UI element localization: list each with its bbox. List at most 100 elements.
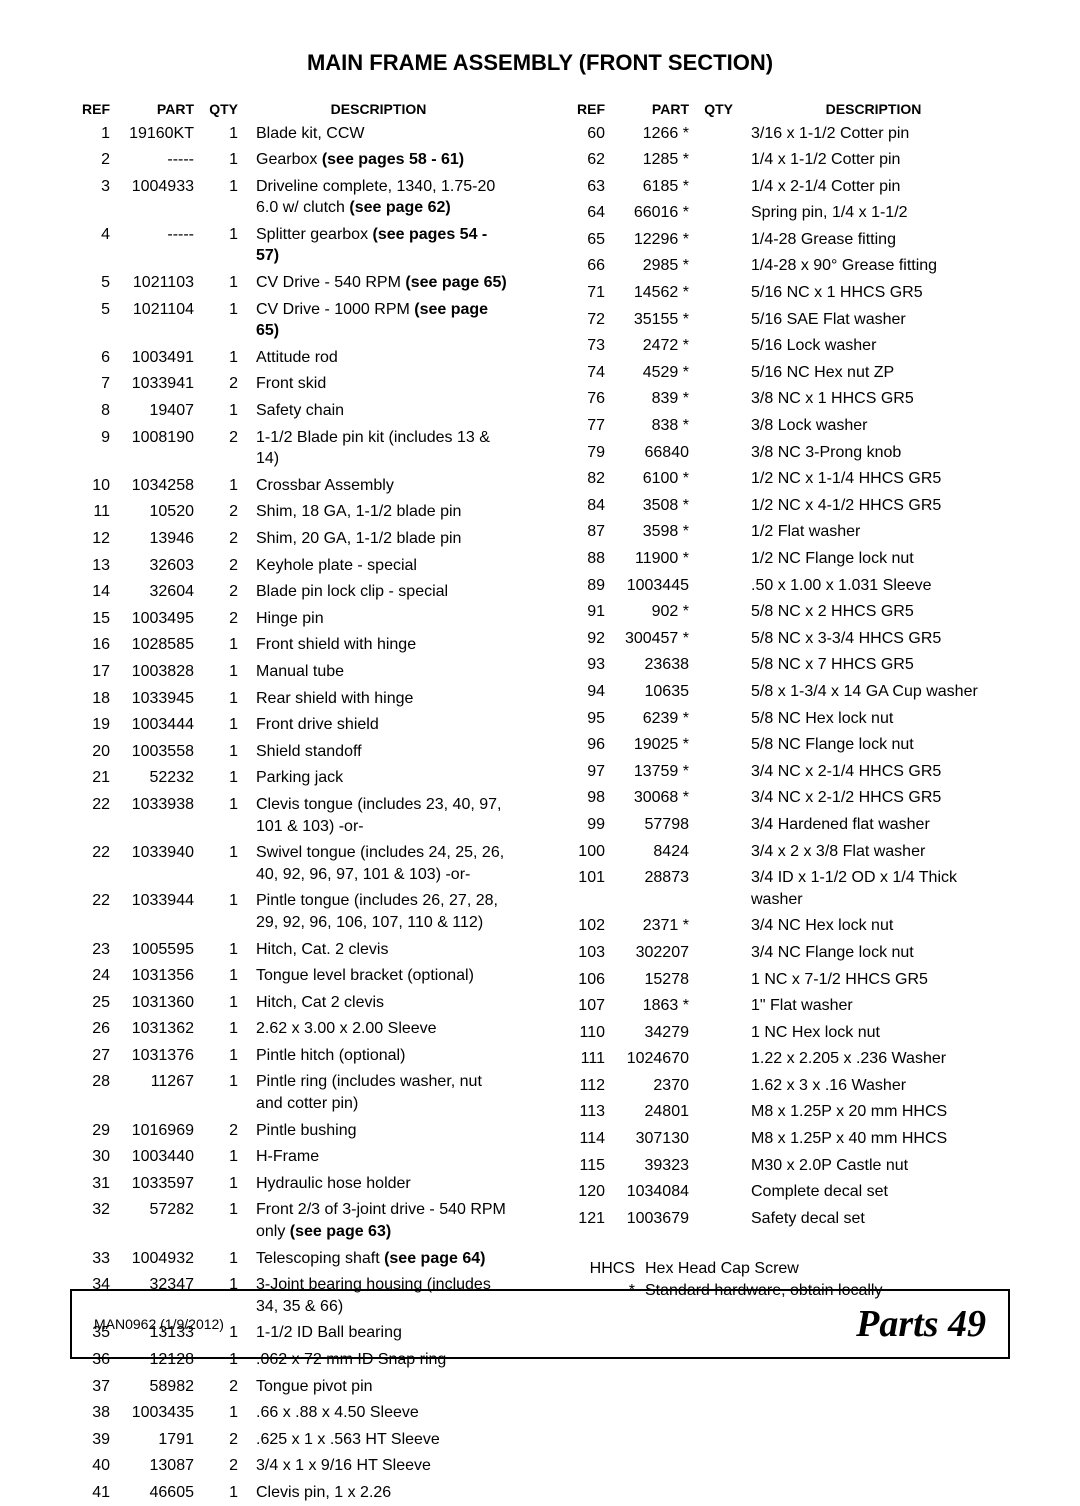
cell-ref: 100	[565, 838, 609, 865]
cell-part: 1003440	[114, 1144, 198, 1171]
cell-ref: 23	[70, 936, 114, 963]
cell-desc: Rear shield with hinge	[242, 685, 515, 712]
cell-desc: Safety chain	[242, 398, 515, 425]
cell-ref: 84	[565, 492, 609, 519]
cell-ref: 5	[70, 296, 114, 344]
cell-ref: 24	[70, 963, 114, 990]
table-row: 662985 *1/4-28 x 90° Grease fitting	[565, 253, 1010, 280]
cell-ref: 103	[565, 939, 609, 966]
cell-part: 12296 *	[609, 226, 693, 253]
cell-desc: Hitch, Cat. 2 clevis	[242, 936, 515, 963]
table-row: 2910169692Pintle bushing	[70, 1117, 515, 1144]
table-row: 41466051Clevis pin, 1 x 2.26	[70, 1479, 515, 1506]
page-title: MAIN FRAME ASSEMBLY (FRONT SECTION)	[70, 50, 1010, 76]
table-row: 8811900 *1/2 NC Flange lock nut	[565, 546, 1010, 573]
cell-desc: 3/4 ID x 1-1/2 OD x 1/4 Thick washer	[737, 865, 1010, 913]
cell-qty	[693, 993, 737, 1020]
legend-row: HHCSHex Head Cap Screw	[565, 1260, 1010, 1278]
table-row: 610034911Attitude rod	[70, 344, 515, 371]
cell-desc: 3/4 Hardened flat washer	[737, 811, 1010, 838]
cell-qty: 1	[198, 1400, 242, 1427]
cell-ref: 120	[565, 1179, 609, 1206]
cell-desc: Safety decal set	[737, 1205, 1010, 1232]
cell-part: 1266 *	[609, 120, 693, 147]
table-row: 956239 *5/8 NC Hex lock nut	[565, 705, 1010, 732]
table-row: 9830068 *3/4 NC x 2-1/2 HHCS GR5	[565, 785, 1010, 812]
cell-part: 23638	[609, 652, 693, 679]
cell-qty: 1	[198, 1069, 242, 1117]
cell-qty	[693, 599, 737, 626]
cell-qty	[693, 732, 737, 759]
cell-qty	[693, 966, 737, 993]
cell-qty: 1	[198, 712, 242, 739]
cell-ref: 88	[565, 546, 609, 573]
table-row: 7235155 *5/16 SAE Flat washer	[565, 306, 1010, 333]
cell-desc: 3/8 Lock washer	[737, 413, 1010, 440]
table-row: 79668403/8 NC 3-Prong knob	[565, 439, 1010, 466]
cell-qty	[693, 1072, 737, 1099]
table-row: 9957798 3/4 Hardened flat washer	[565, 811, 1010, 838]
cell-ref: 96	[565, 732, 609, 759]
cell-part: 15278	[609, 966, 693, 993]
legend-val: Hex Head Cap Screw	[645, 1260, 799, 1278]
cell-desc: 3/4 NC Hex lock nut	[737, 913, 1010, 940]
table-row: 11223701.62 x 3 x .16 Washer	[565, 1072, 1010, 1099]
table-row: 91902 *5/8 NC x 2 HHCS GR5	[565, 599, 1010, 626]
table-row: 3010034401H-Frame	[70, 1144, 515, 1171]
cell-part: 57798	[609, 811, 693, 838]
cell-ref: 99	[565, 811, 609, 838]
table-row: 1211003679Safety decal set	[565, 1205, 1010, 1232]
cell-part: 1004933	[114, 173, 198, 221]
table-row: 891003445.50 x 1.00 x 1.031 Sleeve	[565, 572, 1010, 599]
cell-desc: Clevis tongue (includes 23, 40, 97, 101 …	[242, 791, 515, 839]
table-row: 92300457 *5/8 NC x 3-3/4 HHCS GR5	[565, 625, 1010, 652]
cell-part: 2370	[609, 1072, 693, 1099]
table-row: 510211031CV Drive - 540 RPM (see page 65…	[70, 270, 515, 297]
cell-ref: 3	[70, 173, 114, 221]
table-row: 1510034952Hinge pin	[70, 605, 515, 632]
cell-ref: 41	[70, 1479, 114, 1506]
cell-ref: 21	[70, 765, 114, 792]
cell-qty: 2	[198, 499, 242, 526]
cell-qty	[693, 811, 737, 838]
cell-ref: 107	[565, 993, 609, 1020]
cell-qty	[693, 1205, 737, 1232]
cell-part: 1031360	[114, 989, 198, 1016]
table-row: 3917912.625 x 1 x .563 HT Sleeve	[70, 1426, 515, 1453]
cell-qty: 1	[198, 344, 242, 371]
cell-desc: Complete decal set	[737, 1179, 1010, 1206]
cell-desc: 5/8 x 1-3/4 x 14 GA Cup washer	[737, 678, 1010, 705]
header-row: REF PART QTY DESCRIPTION	[565, 98, 1010, 120]
cell-qty	[693, 1046, 737, 1073]
cell-desc: Spring pin, 1/4 x 1-1/2	[737, 200, 1010, 227]
cell-ref: 115	[565, 1152, 609, 1179]
cell-desc: 3/4 x 1 x 9/16 HT Sleeve	[242, 1453, 515, 1480]
table-row: 119160KT1Blade kit, CCW	[70, 120, 515, 147]
cell-qty: 2	[198, 579, 242, 606]
cell-part: 1003491	[114, 344, 198, 371]
cell-desc: 3/4 x 2 x 3/8 Flat washer	[737, 838, 1010, 865]
cell-desc: 3/4 NC x 2-1/4 HHCS GR5	[737, 758, 1010, 785]
cell-part: 1021104	[114, 296, 198, 344]
table-row: 843508 *1/2 NC x 4-1/2 HHCS GR5	[565, 492, 1010, 519]
cell-part: 1003828	[114, 658, 198, 685]
cell-ref: 13	[70, 552, 114, 579]
cell-desc: 5/8 NC x 7 HHCS GR5	[737, 652, 1010, 679]
cell-qty: 1	[198, 989, 242, 1016]
cell-desc: Clevis pin, 1 x 2.26	[242, 1479, 515, 1506]
table-row: 310049331Driveline complete, 1340, 1.75-…	[70, 173, 515, 221]
cell-ref: 15	[70, 605, 114, 632]
hdr-part: PART	[609, 98, 693, 120]
cell-qty	[693, 280, 737, 307]
legend-key: HHCS	[565, 1260, 645, 1278]
cell-qty: 1	[198, 173, 242, 221]
cell-part: 1033597	[114, 1170, 198, 1197]
cell-part: -----	[114, 221, 198, 269]
cell-ref: 64	[565, 200, 609, 227]
cell-desc: 1.22 x 2.205 x .236 Washer	[737, 1046, 1010, 1073]
hdr-desc: DESCRIPTION	[242, 98, 515, 120]
cell-desc: Front 2/3 of 3-joint drive - 540 RPM onl…	[242, 1197, 515, 1245]
cell-desc: Hydraulic hose holder	[242, 1170, 515, 1197]
cell-part: 1021103	[114, 270, 198, 297]
cell-desc: M30 x 2.0P Castle nut	[737, 1152, 1010, 1179]
